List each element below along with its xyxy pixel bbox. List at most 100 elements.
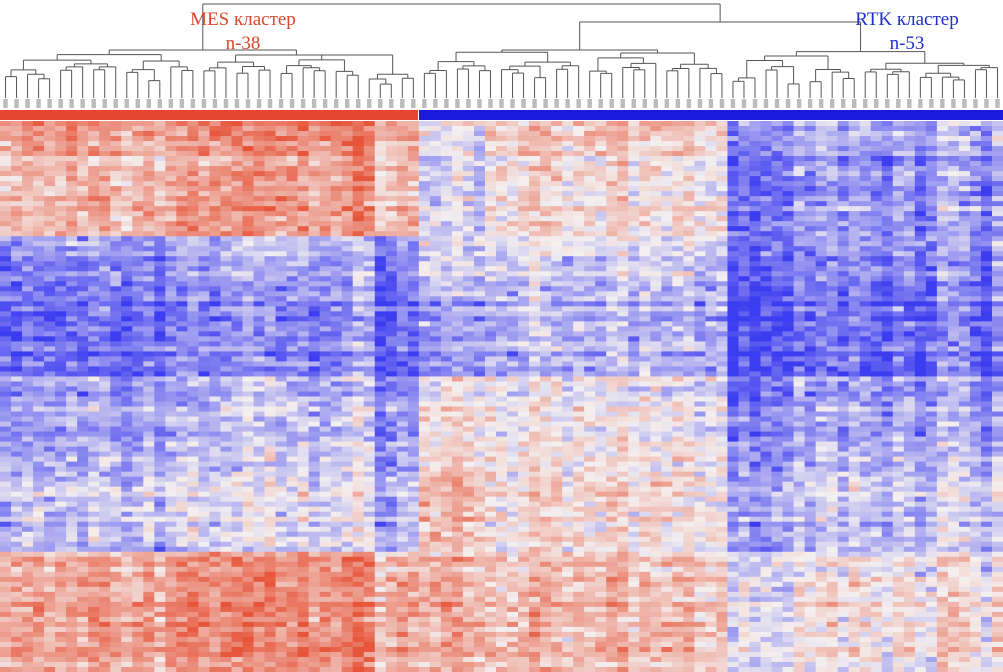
heatmap-cell (154, 196, 166, 202)
heatmap-cell (462, 131, 475, 137)
heatmap-cell (507, 296, 519, 302)
heatmap-cell (881, 316, 894, 322)
heatmap-cell (584, 131, 596, 137)
heatmap-cell (914, 361, 927, 368)
heatmap-cell (749, 236, 762, 242)
heatmap-cell (308, 281, 321, 287)
heatmap-cell (507, 301, 519, 307)
heatmap-cell (242, 146, 255, 152)
heatmap-cell (110, 151, 122, 157)
heatmap-cell (11, 366, 23, 373)
heatmap-cell (352, 341, 365, 348)
heatmap-cell (209, 141, 222, 147)
heatmap-cell (385, 201, 398, 207)
heatmap-cell (187, 161, 199, 167)
heatmap-cell (286, 166, 299, 172)
heatmap-cell (253, 206, 266, 212)
heatmap-cell (495, 226, 508, 232)
heatmap-cell (451, 306, 464, 312)
heatmap-cell (683, 171, 695, 177)
heatmap-cell (165, 301, 177, 307)
heatmap-cell (55, 191, 67, 197)
heatmap-cell (969, 166, 982, 172)
heatmap-cell (529, 131, 541, 137)
heatmap-cell (727, 341, 740, 348)
heatmap-cell (925, 221, 938, 227)
heatmap-cell (99, 191, 111, 197)
heatmap-cell (760, 366, 773, 373)
heatmap-cell (947, 316, 960, 322)
heatmap-cell (198, 141, 211, 147)
sample-id-label (234, 99, 240, 108)
heatmap-cell (66, 201, 78, 207)
heatmap-cell (595, 311, 607, 317)
heatmap-cell (562, 286, 574, 292)
heatmap-cell (495, 296, 508, 302)
heatmap-cell (88, 136, 100, 142)
heatmap-cell (341, 361, 354, 368)
heatmap-cell (771, 261, 784, 267)
heatmap-cell (473, 206, 486, 212)
heatmap-cell (418, 266, 431, 272)
heatmap-cell (573, 311, 585, 317)
heatmap-cell (606, 146, 618, 152)
heatmap-cell (859, 336, 872, 342)
heatmap-cell (617, 191, 629, 197)
heatmap-cell (650, 366, 662, 373)
heatmap-cell (518, 316, 530, 322)
heatmap-cell (881, 181, 894, 187)
heatmap-cell (760, 316, 773, 322)
heatmap-cell (55, 336, 67, 342)
heatmap-cell (484, 281, 497, 287)
heatmap-cell (264, 136, 277, 142)
heatmap-cell (121, 226, 133, 232)
heatmap-cell (0, 221, 12, 227)
heatmap-cell (176, 231, 188, 237)
heatmap-cell (319, 296, 332, 302)
heatmap-cell (848, 231, 861, 237)
heatmap-cell (11, 161, 23, 167)
heatmap-cell (859, 261, 872, 267)
heatmap-cell (473, 126, 486, 132)
heatmap-cell (848, 271, 861, 277)
heatmap-cell (870, 276, 883, 282)
heatmap-cell (606, 321, 618, 327)
heatmap-cell (650, 361, 662, 368)
heatmap-cell (440, 366, 453, 373)
heatmap-cell (738, 211, 751, 217)
heatmap-cell (661, 186, 673, 192)
heatmap-cell (352, 156, 365, 162)
heatmap-cell (484, 226, 497, 232)
heatmap-cell (88, 341, 100, 348)
heatmap-cell (473, 146, 486, 152)
heatmap-cell (672, 141, 684, 147)
heatmap-cell (892, 326, 905, 332)
heatmap-cell (286, 286, 299, 292)
heatmap-cell (319, 286, 332, 292)
heatmap-cell (264, 126, 277, 132)
heatmap-cell (242, 366, 255, 373)
heatmap-cell (793, 256, 806, 262)
heatmap-cell (903, 236, 916, 242)
heatmap-cell (308, 351, 321, 358)
heatmap-cell (22, 146, 34, 152)
heatmap-cell (958, 356, 971, 363)
heatmap-cell (881, 176, 894, 182)
heatmap-cell (209, 221, 222, 227)
heatmap-cell (694, 251, 706, 257)
heatmap-cell (275, 251, 288, 257)
heatmap-cell (595, 121, 607, 127)
heatmap-cell (154, 351, 166, 358)
heatmap-cell (705, 356, 718, 363)
heatmap-cell (99, 151, 111, 157)
heatmap-cell (396, 291, 409, 297)
heatmap-cell (617, 221, 629, 227)
heatmap-cell (628, 206, 640, 212)
heatmap-cell (716, 326, 729, 332)
heatmap-cell (33, 151, 45, 157)
heatmap-cell (507, 356, 519, 363)
heatmap-cell (771, 231, 784, 237)
heatmap-cell (507, 256, 519, 262)
heatmap-cell (198, 146, 211, 152)
heatmap-cell (44, 256, 56, 262)
